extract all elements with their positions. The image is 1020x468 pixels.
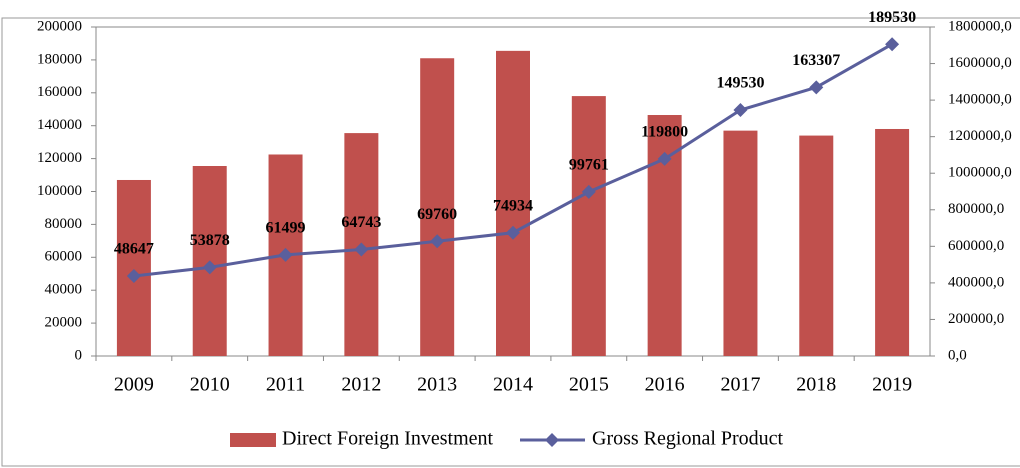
bar: [571, 96, 606, 356]
data-label: 119800: [641, 124, 688, 141]
x-tick-label: 2012: [341, 374, 381, 396]
line-marker: [506, 225, 520, 240]
data-label: 99761: [569, 157, 609, 174]
x-tick-label: 2009: [114, 374, 154, 396]
x-tick-label: 2016: [645, 374, 685, 396]
line-marker: [885, 37, 900, 52]
data-label: 53878: [190, 232, 230, 249]
y-tick-label: 120000: [37, 150, 82, 166]
y2-tick-label: 1200000,0: [948, 128, 1012, 144]
bar: [420, 58, 455, 356]
data-label: 48647: [114, 241, 154, 258]
data-label: 189530: [868, 9, 916, 26]
line-marker: [278, 247, 293, 262]
chart-border: [1, 17, 1020, 467]
data-label: 61499: [266, 220, 306, 237]
y2-tick-label: 1600000,0: [948, 55, 1012, 71]
x-tick-label: 2018: [796, 374, 836, 396]
bar: [116, 179, 151, 356]
bar: [875, 128, 910, 356]
y2-tick-label: 600000,0: [948, 238, 1004, 254]
line-marker: [354, 242, 369, 257]
y-tick-label: 160000: [37, 84, 82, 100]
legend-marker: [545, 433, 559, 447]
line-marker: [733, 103, 748, 118]
line-marker: [581, 184, 596, 199]
bar: [496, 50, 530, 356]
x-tick-label: 2013: [417, 374, 457, 396]
y2-tick-label: 0,0: [948, 347, 967, 363]
y2-tick-label: 1000000,0: [948, 165, 1012, 181]
bar: [723, 130, 758, 356]
y-tick-label: 80000: [45, 216, 83, 232]
x-tick-label: 2015: [569, 374, 609, 396]
y2-tick-label: 1800000,0: [948, 18, 1012, 34]
x-tick-label: 2010: [190, 374, 230, 396]
y-tick-label: 200000: [37, 18, 82, 34]
line-marker: [202, 260, 217, 275]
line-marker: [430, 234, 445, 249]
x-tick-label: 2019: [872, 374, 912, 396]
y2-tick-label: 1400000,0: [948, 92, 1012, 108]
bar: [799, 135, 834, 356]
y2-tick-label: 400000,0: [948, 274, 1004, 290]
data-label: 149530: [716, 75, 764, 92]
y2-tick-label: 200000,0: [948, 311, 1004, 327]
y-tick-label: 140000: [37, 117, 82, 133]
data-label: 64743: [341, 214, 381, 231]
data-label: 163307: [792, 52, 840, 69]
y-tick-label: 0: [75, 347, 83, 363]
data-label: 69760: [417, 206, 457, 223]
y-tick-label: 60000: [45, 249, 83, 265]
x-tick-label: 2014: [493, 374, 533, 396]
y-tick-label: 40000: [45, 282, 83, 298]
legend-swatch: [230, 433, 276, 447]
data-label: 74934: [493, 197, 533, 214]
y2-tick-label: 800000,0: [948, 201, 1004, 217]
line-marker: [809, 80, 824, 95]
x-tick-label: 2017: [720, 374, 760, 396]
x-tick-label: 2011: [266, 374, 305, 396]
y-tick-label: 20000: [45, 315, 83, 331]
legend-label: Direct Foreign Investment: [282, 428, 493, 450]
y-tick-label: 180000: [37, 51, 82, 67]
line-marker: [657, 151, 672, 166]
legend-label: Gross Regional Product: [592, 428, 784, 450]
y-tick-label: 100000: [37, 183, 82, 199]
line-marker: [126, 268, 141, 283]
